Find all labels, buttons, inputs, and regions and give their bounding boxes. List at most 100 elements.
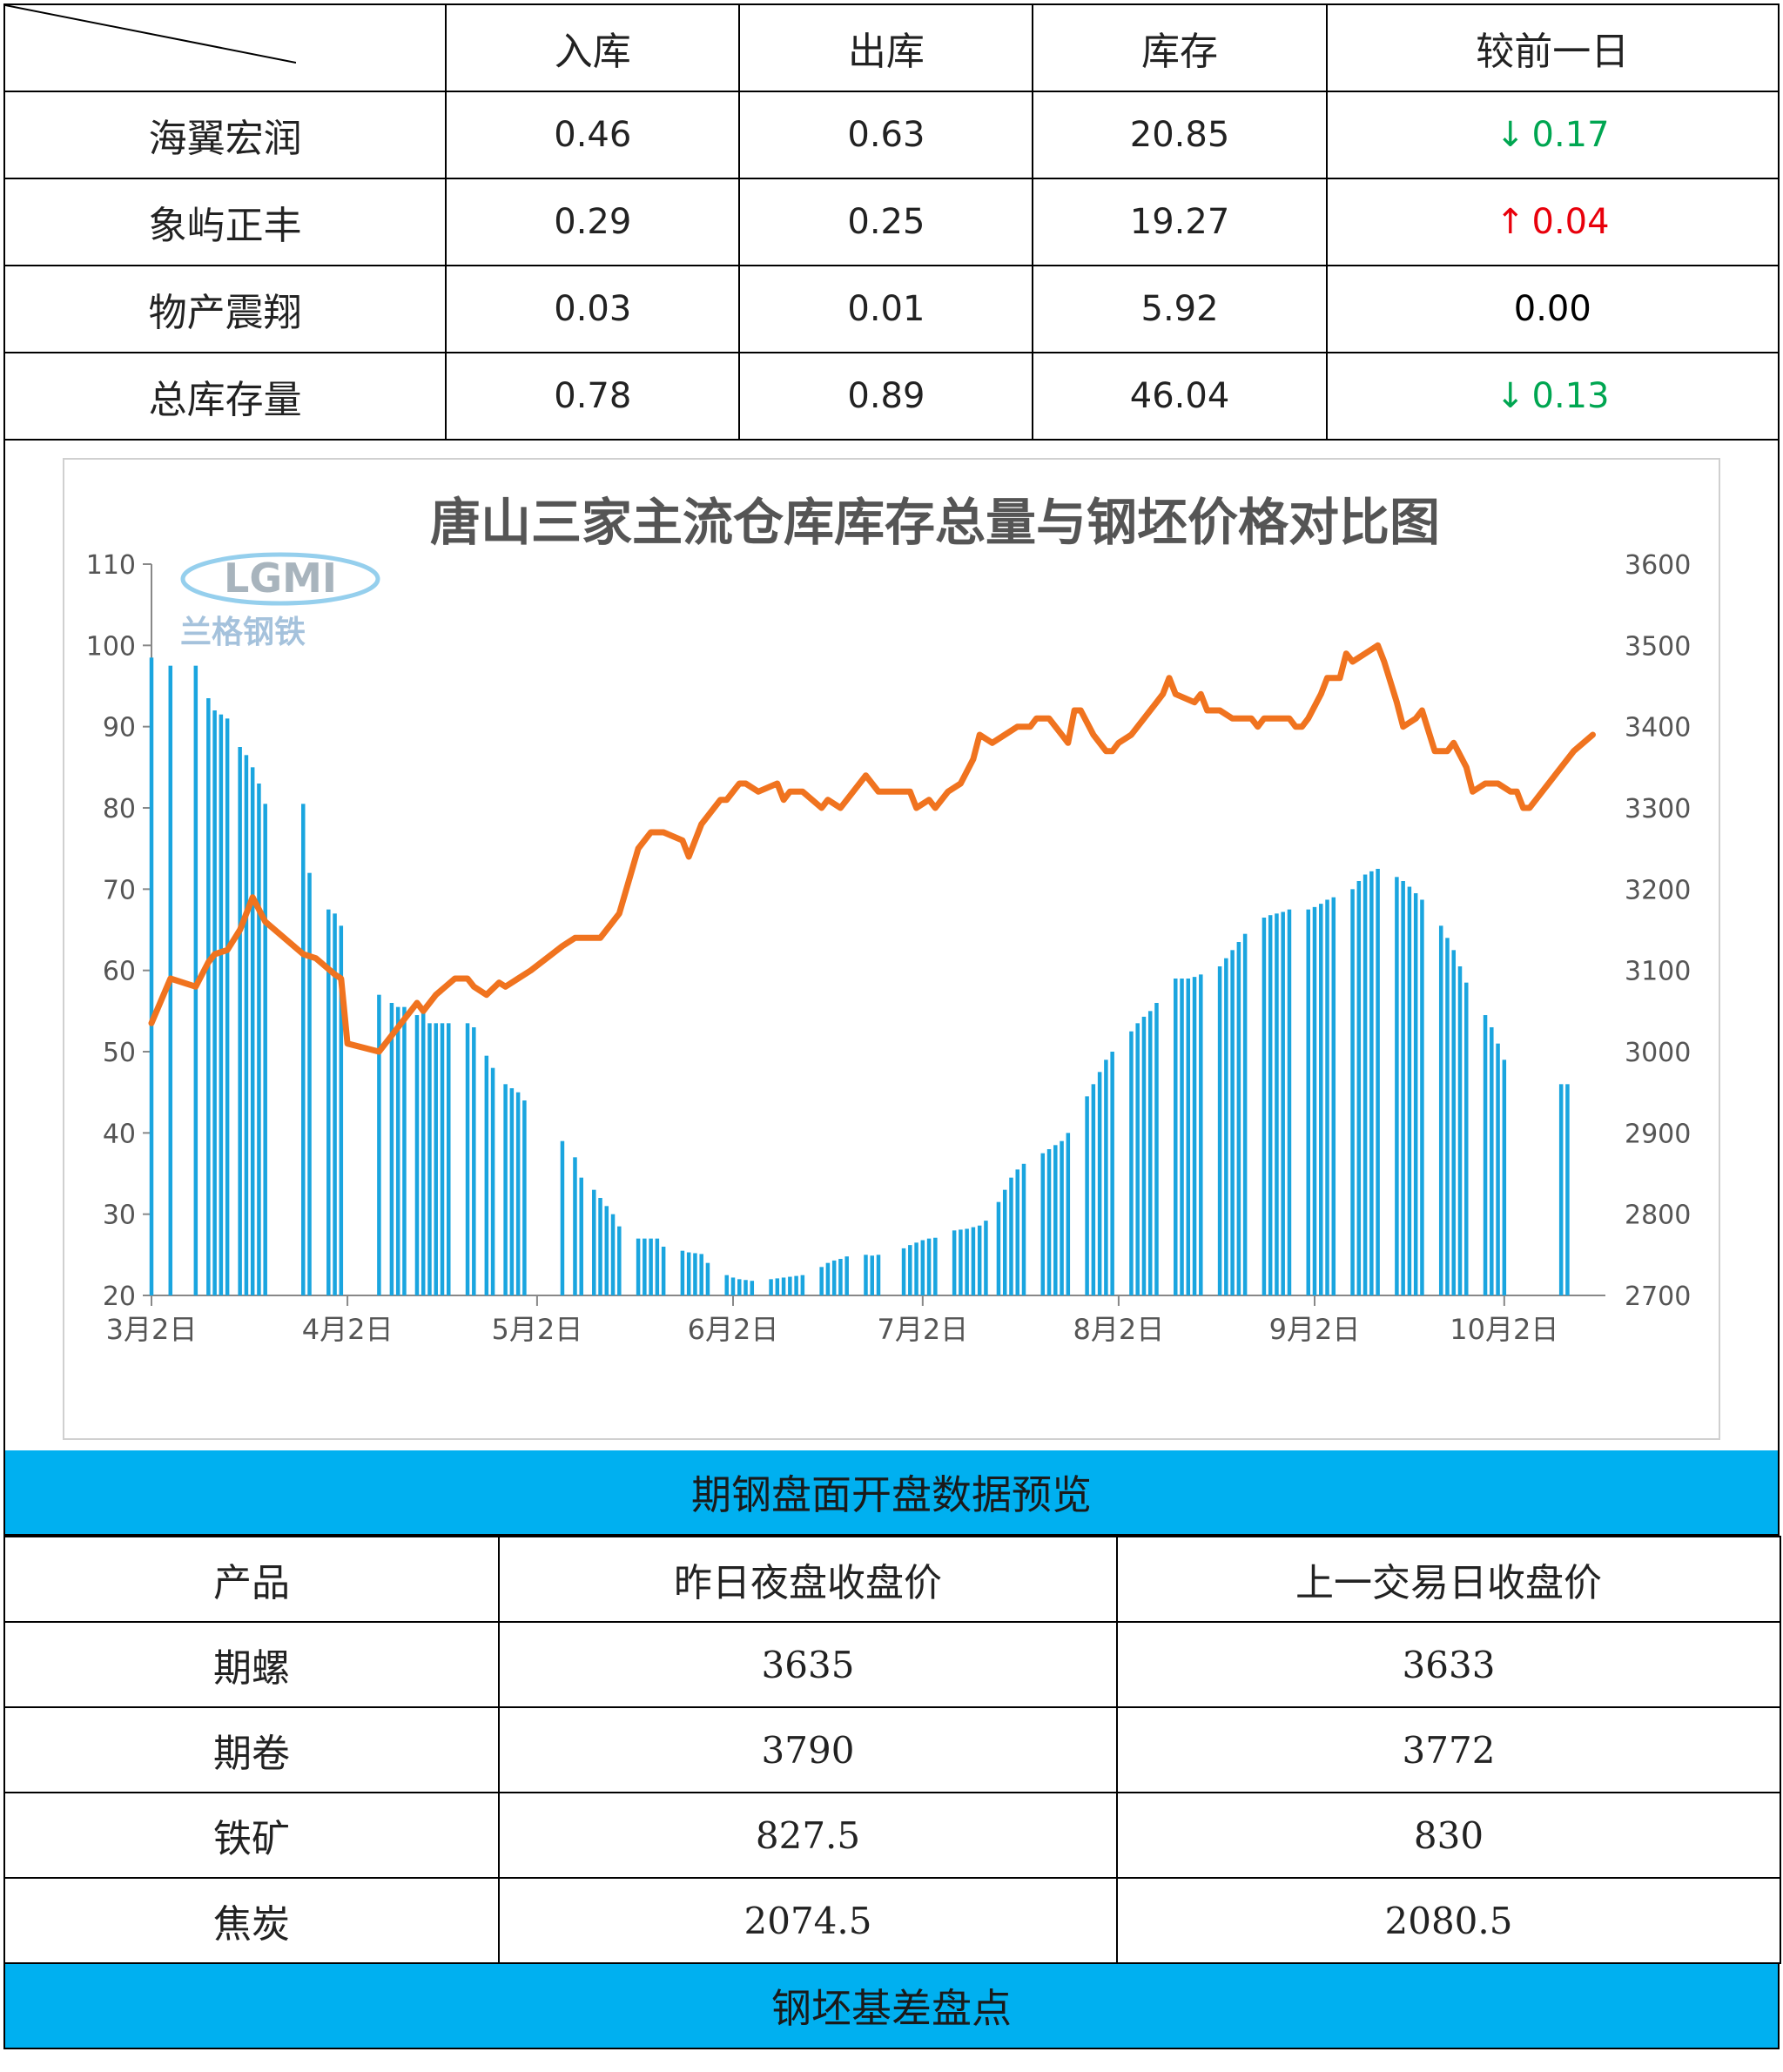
in-value: 0.29 [445,178,741,266]
x-tick-label: 3月2日 [106,1313,198,1346]
inventory-bar [238,747,242,1295]
inventory-bar [1199,974,1203,1295]
inventory-bar [250,767,255,1295]
arrow-down-icon: ↓ [1496,376,1525,416]
inventory-bar [643,1238,647,1295]
inventory-bar [604,1206,609,1295]
futures-band: 期钢盘面开盘数据预览 [3,1450,1780,1536]
inventory-bar [1174,979,1178,1295]
inventory-bar [149,657,154,1295]
header-product: 产品 [3,1536,500,1623]
inventory-bar [699,1254,703,1295]
inventory-bar [1147,1011,1153,1295]
prev-close: 3772 [1116,1706,1781,1793]
inventory-bar [1091,1084,1096,1295]
prev-close: 3633 [1116,1621,1781,1708]
inventory-bar [920,1240,925,1295]
inventory-bar [636,1238,641,1295]
inventory-bar [1413,893,1418,1295]
y-left-tick-label: 60 [103,957,136,987]
inventory-bar [503,1084,508,1295]
inventory-bar [965,1228,969,1295]
inventory-bar [427,1023,432,1295]
inventory-bar [1268,915,1273,1295]
inventory-bar [844,1256,849,1295]
inventory-bar [1401,881,1405,1295]
inventory-bar [838,1259,843,1295]
inventory-bar [1085,1096,1089,1295]
inventory-bar [1306,909,1310,1295]
inventory-bar [395,1006,400,1295]
x-tick-label: 9月2日 [1269,1313,1361,1346]
inventory-bar [819,1267,824,1295]
night-close: 2074.5 [498,1877,1118,1964]
inventory-bar [959,1229,963,1295]
inventory-bar [901,1248,906,1295]
header-change: 较前一日 [1325,3,1780,92]
inventory-bar [1224,958,1228,1295]
inventory-bar [1021,1163,1026,1295]
inventory-bar [1490,1027,1494,1295]
combo-chart: 唐山三家主流仓库库存总量与钢坯价格对比图 LGMI 兰格钢铁 20 30 40 50 6… [86,493,1692,1346]
y-left-tick-label: 50 [103,1038,136,1068]
y-right-tick-label: 3200 [1625,875,1691,905]
inventory-bar [333,913,337,1295]
inventory-bar [560,1140,565,1295]
inventory-bar [1457,966,1463,1295]
inventory-bar [1230,950,1235,1295]
inventory-bar [1445,938,1450,1295]
inventory-bar [339,925,344,1295]
logo-text: LGMI [224,555,337,602]
inventory-bar [1180,979,1184,1295]
price-series-line [148,642,1596,1055]
logo-subtext: 兰格钢铁 [180,614,306,650]
inventory-bar [1464,982,1469,1295]
stock-value: 46.04 [1032,352,1328,441]
warehouse-name: 象屿正丰 [3,178,447,266]
inventory-bar [244,755,249,1295]
inventory-bar [326,909,331,1295]
inventory-bar [876,1255,881,1295]
inventory-bar [263,804,267,1295]
inventory-bar [1053,1145,1058,1295]
inventory-bar [1287,909,1292,1295]
inventory-bar [1097,1072,1102,1295]
chart-title: 唐山三家主流仓库库存总量与钢坯价格对比图 [430,493,1440,552]
inventory-bar [1331,897,1336,1295]
inventory-bar [971,1227,976,1295]
inventory-bar [705,1262,710,1295]
inventory-bar [1217,966,1222,1295]
prev-close: 830 [1116,1792,1781,1879]
inventory-bar [522,1100,527,1295]
inventory-bar [825,1262,831,1295]
in-value: 0.46 [445,91,741,179]
chart-axes: 20 30 40 50 60 70 80 90 100 110 2700 2800 2900 3000 31… [86,550,1692,1346]
x-tick-label: 8月2日 [1073,1313,1165,1346]
corner-cell [3,3,447,92]
inventory-bar [434,1023,438,1295]
in-value: 0.78 [445,352,741,441]
futures-header-row: 产品 昨日夜盘收盘价 上一交易日收盘价 [3,1536,1781,1623]
chart-cell: 唐山三家主流仓库库存总量与钢坯价格对比图 LGMI 兰格钢铁 20 30 40 50 6… [3,441,1780,1450]
inventory-bar [1236,942,1241,1295]
y-left-tick-label: 40 [103,1119,136,1149]
prev-close: 2080.5 [1116,1877,1781,1964]
change-cell: 0.00 [1325,265,1780,353]
inventory-bar [1451,950,1456,1295]
inventory-bar [1395,877,1399,1295]
change-value: 0.17 [1531,115,1610,155]
inventory-bar [661,1247,666,1295]
y-left-tick-label: 70 [103,875,136,905]
y-right-tick-label: 3300 [1625,794,1691,824]
inventory-bar [1242,933,1248,1295]
in-value: 0.03 [445,265,741,353]
out-value: 0.25 [738,178,1034,266]
inventory-bar [573,1157,577,1295]
inventory-bar [1129,1031,1134,1295]
product-name: 焦炭 [3,1877,500,1964]
inventory-bar [1356,881,1362,1295]
inventory-bar [1015,1169,1019,1295]
y-left-tick-label: 20 [103,1282,136,1312]
inventory-bar [1496,1043,1500,1295]
inventory-bar [908,1245,912,1295]
